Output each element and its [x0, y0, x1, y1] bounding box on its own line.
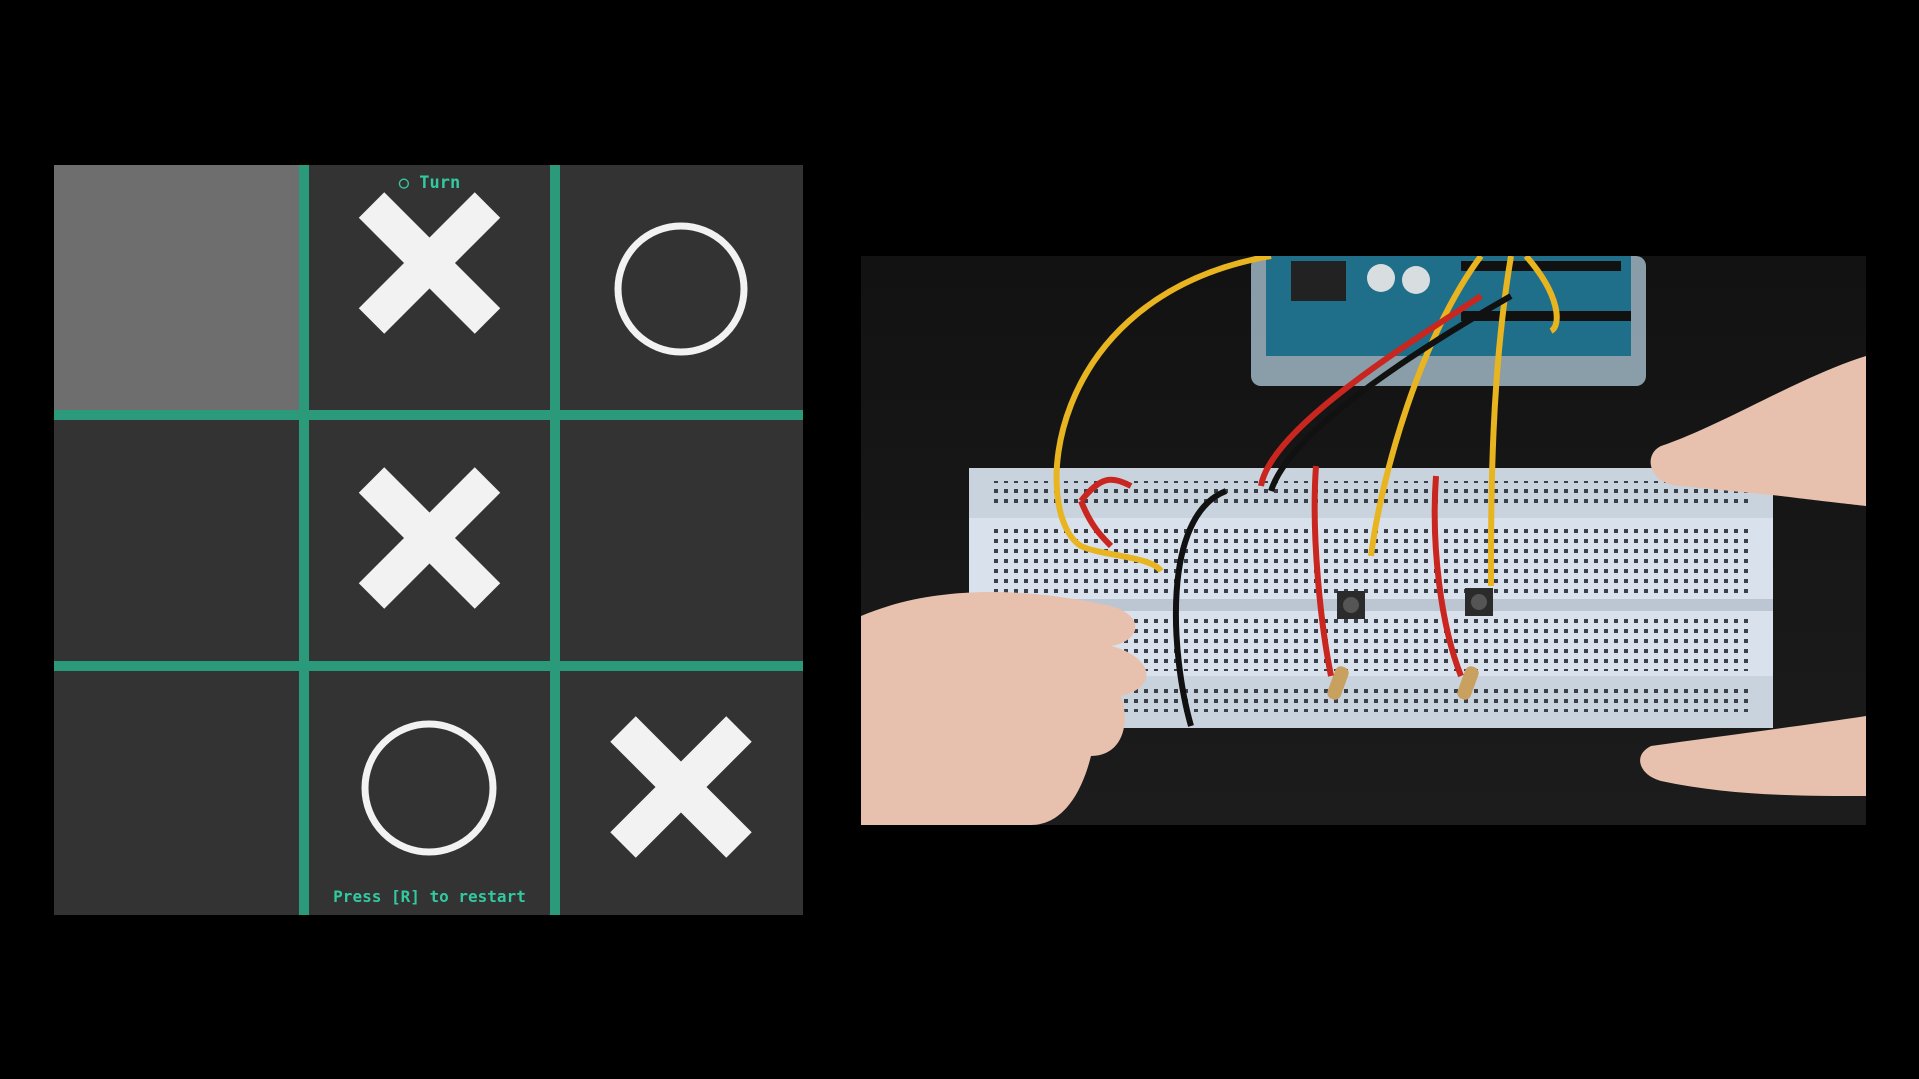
o-mark-icon: [614, 222, 748, 356]
cell-1-0[interactable]: [54, 420, 299, 661]
cell-0-2[interactable]: [560, 165, 803, 410]
x-mark-icon: [358, 192, 501, 334]
cell-1-2[interactable]: [560, 420, 803, 661]
x-mark-icon: [610, 716, 752, 858]
cell-2-0[interactable]: [54, 671, 299, 915]
cell-2-1[interactable]: [309, 671, 550, 915]
cell-0-1[interactable]: [309, 165, 550, 410]
x-mark-icon: [358, 467, 501, 609]
arduino-board: [1251, 256, 1646, 386]
restart-hint: Press [R] to restart: [333, 887, 526, 906]
breadboard-video: [861, 256, 1866, 825]
o-mark-icon: [361, 720, 497, 856]
tic-tac-toe-board: ○ Turn Press [R] to restart: [54, 165, 803, 915]
cell-1-1[interactable]: [309, 420, 550, 661]
cell-0-0[interactable]: [54, 165, 299, 410]
breadboard-photo-icon: [861, 256, 1866, 825]
turn-indicator: ○ Turn: [398, 173, 461, 193]
cell-2-2[interactable]: [560, 671, 803, 915]
